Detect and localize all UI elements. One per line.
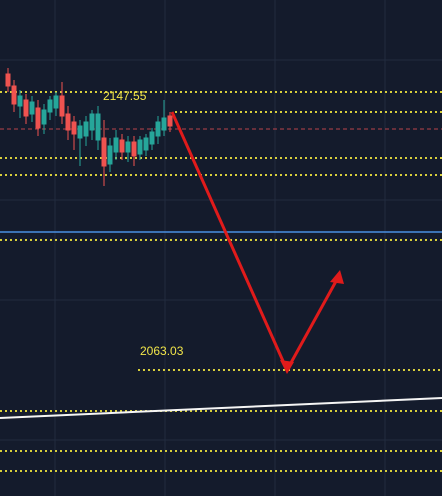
price-label: 2063.03 [140, 344, 184, 358]
arrow-head [330, 270, 344, 284]
price-label: 2147.55 [103, 89, 147, 103]
arrow-vertex [280, 360, 294, 374]
candles [5, 68, 173, 186]
